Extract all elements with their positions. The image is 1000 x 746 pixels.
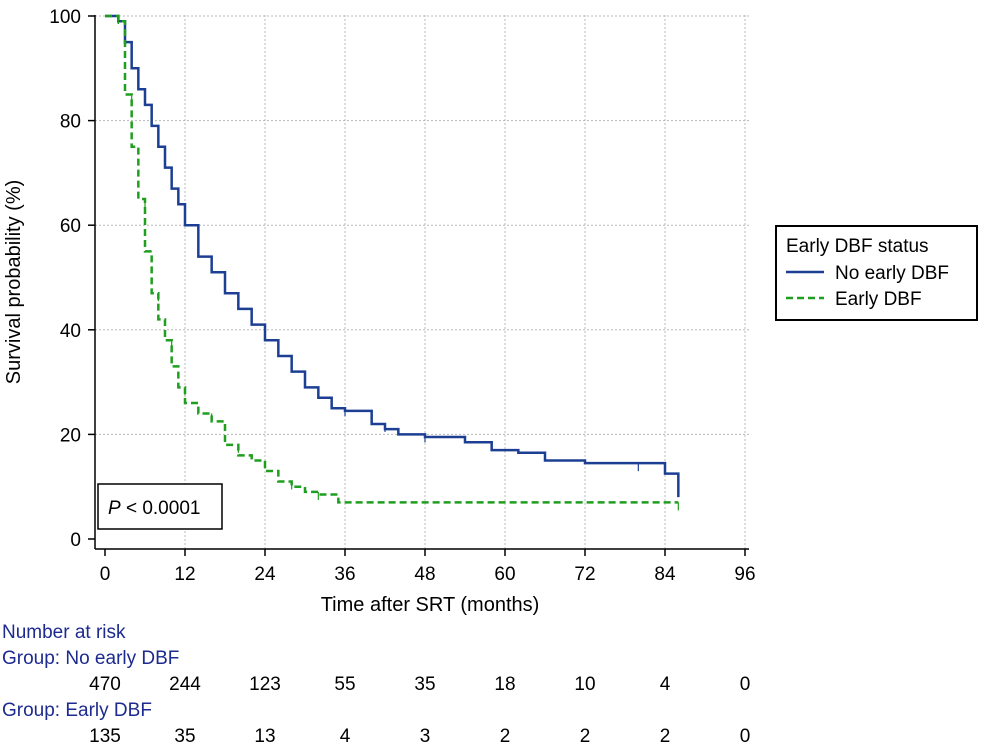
y-tick-label: 100 [49, 7, 81, 28]
x-tick-label: 36 [334, 564, 355, 585]
grid-lines [95, 15, 749, 549]
axes [94, 15, 749, 550]
y-tick-label: 60 [60, 216, 81, 237]
risk-count: 135 [89, 726, 121, 746]
x-tick-label: 72 [574, 564, 595, 585]
risk-count: 2 [660, 726, 671, 746]
risk-count: 4 [660, 674, 671, 695]
p-value-box: P < 0.0001 [97, 483, 223, 530]
risk-count: 123 [249, 674, 281, 695]
y-tick-label: 20 [60, 425, 81, 446]
risk-count: 13 [254, 726, 275, 746]
risk-count: 2 [580, 726, 591, 746]
x-tick-label: 96 [734, 564, 755, 585]
tick-layer: 0 12 24 36 48 60 72 84 96 0 20 40 60 80 100 [49, 7, 755, 585]
x-tick-label: 48 [414, 564, 435, 585]
risk-count: 35 [174, 726, 195, 746]
y-tick-label: 40 [60, 321, 81, 342]
risk-group-label-early-dbf: Group: Early DBF [2, 700, 152, 721]
series-layer [105, 14, 680, 511]
p-value-annotation: P < 0.0001 [108, 498, 200, 519]
y-tick-label: 0 [70, 530, 81, 551]
risk-count: 10 [574, 674, 595, 695]
risk-row-no-early-dbf: 470 244 123 55 35 18 10 4 0 [89, 674, 750, 695]
risk-count: 18 [494, 674, 515, 695]
legend: Early DBF status No early DBF Early DBF [775, 225, 978, 321]
legend-label-no-early-dbf: No early DBF [835, 263, 949, 284]
series-line-no-early-dbf [105, 14, 680, 498]
legend-label-early-dbf: Early DBF [835, 289, 922, 310]
risk-count: 35 [414, 674, 435, 695]
y-axis-label: Survival probability (%) [3, 180, 25, 385]
risk-group-label-no-early-dbf: Group: No early DBF [2, 648, 179, 669]
x-tick-label: 0 [100, 564, 111, 585]
risk-count: 244 [169, 674, 201, 695]
risk-table: Number at risk Group: No early DBF Group… [2, 622, 750, 746]
x-tick-label: 84 [654, 564, 676, 585]
risk-count: 470 [89, 674, 121, 695]
risk-row-early-dbf: 135 35 13 4 3 2 2 2 0 [89, 726, 750, 746]
risk-count: 0 [740, 674, 751, 695]
x-tick-label: 60 [494, 564, 515, 585]
p-value-frame [97, 483, 223, 530]
x-axis-label: Time after SRT (months) [321, 594, 540, 616]
p-value-letter: P [108, 498, 121, 519]
x-tick-label: 24 [254, 564, 276, 585]
risk-count: 55 [334, 674, 355, 695]
x-tick-label: 12 [174, 564, 195, 585]
risk-count: 2 [500, 726, 511, 746]
y-tick-label: 80 [60, 112, 81, 133]
risk-count: 4 [340, 726, 351, 746]
p-value-text: < 0.0001 [121, 498, 201, 519]
legend-title: Early DBF status [786, 236, 929, 257]
risk-table-title: Number at risk [2, 622, 126, 643]
risk-count: 3 [420, 726, 431, 746]
risk-count: 0 [740, 726, 751, 746]
